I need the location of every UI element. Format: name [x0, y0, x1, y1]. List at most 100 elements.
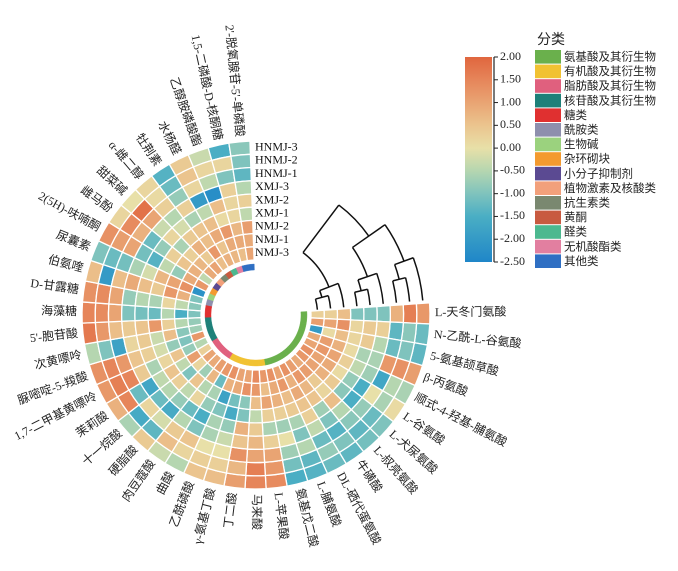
- column-label: D-甘露糖: [30, 275, 80, 296]
- dendrogram-branch: [376, 273, 384, 304]
- column-label: 海藻糖: [41, 303, 77, 319]
- dendrogram-branch: [351, 246, 369, 277]
- column-label: L-苹果酸: [272, 492, 293, 541]
- colorbar-tick-label: 1.00: [500, 94, 521, 108]
- dendrogram-branch: [337, 283, 345, 308]
- column-label: 氨基戊二酸: [293, 487, 322, 549]
- heatmap-cell: [236, 193, 253, 210]
- legend-label: 杂环砌块: [564, 152, 610, 166]
- legend-swatch: [535, 166, 561, 181]
- column-label: 次黄嘌呤: [33, 347, 83, 373]
- column-label: 伯氨喹: [47, 251, 86, 275]
- heatmap-cell: [160, 307, 176, 321]
- column-label: 马来酸: [250, 494, 265, 530]
- legend-title: 分类: [537, 32, 565, 48]
- column-label: γ-氨基丁酸: [189, 486, 218, 546]
- legend-swatch: [535, 123, 561, 137]
- legend-label: 生物碱: [564, 137, 599, 151]
- row-labels: HNMJ-3HNMJ-2HNMJ-1XMJ-3XMJ-2XMJ-1NMJ-2NM…: [255, 139, 298, 259]
- heatmap-cell: [247, 421, 264, 437]
- heatmap-cell: [389, 304, 405, 324]
- legend-swatch: [535, 152, 561, 166]
- column-label: 2'-脱氧腺苷-5'-单磷酸: [222, 24, 248, 137]
- column-label: 丁二酸: [220, 491, 239, 529]
- column-label: L-天冬门氨酸: [435, 304, 506, 320]
- heatmap-cell: [244, 246, 255, 262]
- row-label: NMJ-2: [255, 219, 289, 233]
- heatmap-cell: [310, 309, 325, 320]
- column-label: 5'-胞苷酸: [29, 325, 79, 345]
- heatmap-cell: [362, 305, 378, 322]
- row-label: XMJ-2: [255, 192, 289, 206]
- heatmap-cell: [134, 319, 151, 337]
- heatmap-cell: [336, 307, 352, 321]
- row-dendrogram: [302, 204, 424, 310]
- heatmap-cell: [259, 381, 272, 397]
- legend-label: 黄酮: [564, 210, 587, 224]
- legend-label: 无机酸酯类: [564, 239, 622, 253]
- category-legend: 分类 氨基酸及其衍生物有机酸及其衍生物脂肪酸及其衍生物核苷酸及其衍生物糖类酰胺类…: [535, 32, 656, 268]
- dendrogram-branch: [392, 280, 398, 303]
- legend-label: 植物激素及核酸类: [564, 181, 656, 195]
- heatmap-cell: [260, 407, 277, 424]
- dendrogram-branch: [366, 289, 371, 306]
- heatmap-cell: [121, 319, 138, 339]
- heatmap-cell: [244, 474, 267, 490]
- heatmap-cell: [230, 153, 252, 170]
- legend-label: 酰胺类: [564, 123, 599, 137]
- category-ring-segment: [204, 310, 212, 318]
- colorbar-tick-label: -1.50: [500, 208, 525, 222]
- heatmap-cell: [160, 318, 177, 332]
- row-label: NMJ-1: [255, 232, 289, 246]
- heatmap-cell: [376, 304, 391, 323]
- colorbar-tick-label: -2.50: [500, 254, 525, 268]
- heatmap-cell: [134, 305, 150, 322]
- heatmap-cell: [245, 461, 267, 477]
- dendrogram-branch: [357, 279, 362, 291]
- dendrogram-branch: [318, 290, 323, 298]
- legend-swatch: [535, 64, 561, 79]
- legend-swatch: [535, 225, 561, 239]
- dendrogram-branch: [412, 257, 424, 301]
- legend-swatch: [535, 50, 561, 64]
- dendrogram-join: [302, 204, 340, 254]
- legend-label: 有机酸及其衍生物: [564, 64, 656, 78]
- row-label: HNMJ-3: [255, 139, 298, 153]
- heatmap-cell: [81, 301, 97, 324]
- heatmap-cell: [248, 408, 263, 424]
- row-label: XMJ-1: [255, 205, 289, 219]
- colorbar-tick-label: -0.50: [500, 163, 525, 177]
- heatmap-cell: [260, 394, 274, 411]
- heatmap-cell: [402, 303, 418, 325]
- legend-swatch: [535, 239, 561, 254]
- heatmap-cell: [258, 368, 269, 384]
- column-label: 曲酸: [152, 469, 177, 497]
- heatmap-cell: [323, 308, 339, 320]
- legend-swatch: [535, 108, 561, 122]
- legend-swatch: [535, 196, 561, 210]
- dendrogram-branch: [384, 224, 405, 262]
- heatmap-cell: [261, 420, 279, 437]
- legend-swatch: [535, 181, 561, 195]
- legend-label: 小分子抑制剂: [564, 166, 633, 180]
- heatmap-cell: [240, 219, 254, 236]
- column-label: 尿囊素: [54, 227, 93, 254]
- dendrogram-branch: [404, 277, 411, 302]
- colorbar-tick-label: 0.50: [500, 117, 521, 131]
- category-ring-segment: [258, 359, 266, 367]
- heatmap-cell: [147, 318, 164, 334]
- heatmap-cell: [147, 306, 163, 321]
- category-ring: [204, 263, 308, 367]
- dendrogram-join: [392, 276, 406, 282]
- colorbar-gradient: [465, 57, 492, 262]
- heatmap-cell: [415, 302, 431, 325]
- colorbar-tick-label: 2.00: [500, 49, 521, 63]
- category-ring-segment: [300, 311, 308, 318]
- heatmap-cell: [107, 303, 123, 323]
- heatmap-cell: [173, 317, 190, 330]
- legend-swatch: [535, 93, 561, 108]
- legend-label: 氨基酸及其衍生物: [564, 50, 656, 64]
- heatmap-cells: [81, 140, 431, 490]
- heatmap-cell: [246, 435, 265, 450]
